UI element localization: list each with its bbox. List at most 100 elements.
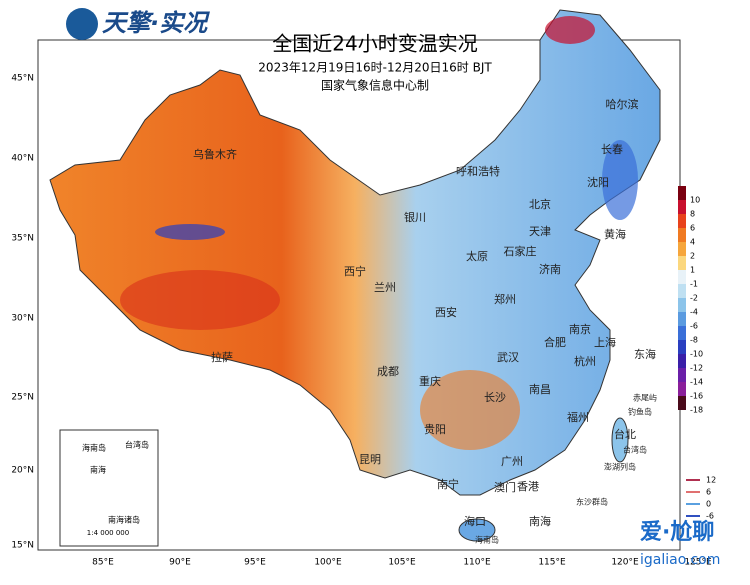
place-label: 济南 <box>539 262 561 276</box>
place-label: 昆明 <box>359 453 381 466</box>
legend-label: 1 <box>690 266 695 275</box>
legend-label: 8 <box>690 210 695 219</box>
lat-label: 20°N <box>11 466 34 476</box>
inset-map <box>59 429 159 547</box>
place-label: 天津 <box>529 225 551 238</box>
place-label: 杭州 <box>574 354 596 368</box>
place-label: 南京 <box>569 322 591 336</box>
place-label: 东沙群岛 <box>576 497 608 507</box>
legend-swatch <box>678 340 686 354</box>
lat-label: 15°N <box>11 541 34 551</box>
inset-label: 南海 <box>90 465 106 475</box>
place-label: 乌鲁木齐 <box>193 147 237 161</box>
contour-label: 0 <box>706 500 711 509</box>
lat-label: 25°N <box>11 393 34 403</box>
legend-label: -10 <box>690 350 703 359</box>
legend-label: 10 <box>690 196 700 205</box>
legend-label: -6 <box>690 322 698 331</box>
lon-label: 115°E <box>538 558 566 568</box>
lat-label: 30°N <box>11 314 34 324</box>
place-label: 合肥 <box>544 335 566 349</box>
legend-label: -1 <box>690 280 698 289</box>
taiwan <box>611 417 629 463</box>
logo: 天擎·实况 <box>102 9 210 37</box>
watermark-url: igaliao.com <box>640 552 720 568</box>
lon-label: 120°E <box>611 558 639 568</box>
legend-swatch <box>678 284 686 298</box>
legend-label: -8 <box>690 336 698 345</box>
lon-label: 85°E <box>92 558 114 568</box>
place-label: 澳门 <box>494 480 516 494</box>
legend-swatch <box>678 200 686 214</box>
legend-label: 6 <box>690 224 695 233</box>
legend-swatch <box>678 242 686 256</box>
warm-area <box>545 16 595 44</box>
logo-icon <box>66 8 98 40</box>
place-label: 西宁 <box>344 264 366 278</box>
inset-label: 海南岛 <box>82 443 106 453</box>
place-label: 上海 <box>594 335 616 349</box>
inset-scale: 1:4 000 000 <box>87 529 129 537</box>
lon-label: 95°E <box>244 558 266 568</box>
place-label: 重庆 <box>419 374 441 388</box>
lat-label: 40°N <box>11 154 34 164</box>
place-label: 拉萨 <box>211 350 233 364</box>
contour-label: -6 <box>706 512 714 521</box>
legend-swatch <box>678 270 686 284</box>
place-label: 钓鱼岛 <box>628 407 652 417</box>
place-label: 长沙 <box>484 391 506 404</box>
legend-swatch <box>678 312 686 326</box>
place-label: 南宁 <box>437 477 459 491</box>
place-label: 南海 <box>529 514 551 528</box>
china-outline <box>49 9 661 496</box>
legend-label: -12 <box>690 364 703 373</box>
legend-swatch <box>678 228 686 242</box>
place-label: 哈尔滨 <box>606 97 639 111</box>
contour-label: 6 <box>706 488 711 497</box>
legend-swatch <box>678 382 686 396</box>
place-label: 台湾岛 <box>623 445 647 455</box>
lat-label: 35°N <box>11 234 34 244</box>
place-label: 福州 <box>567 410 589 424</box>
watermark-brand: 爱·尬聊 <box>640 519 714 545</box>
lon-label: 110°E <box>463 558 491 568</box>
place-label: 黄海 <box>604 227 626 241</box>
place-label: 贵阳 <box>424 423 446 436</box>
legend-swatch <box>678 354 686 368</box>
place-label: 北京 <box>529 197 551 211</box>
place-label: 澎湖列岛 <box>604 462 636 472</box>
warm-area <box>420 370 520 450</box>
place-label: 武汉 <box>497 351 519 364</box>
place-label: 海南岛 <box>475 535 499 545</box>
legend-swatch <box>678 186 686 200</box>
place-label: 广州 <box>501 455 523 468</box>
title: 全国近24小时变温实况 <box>272 32 477 56</box>
cold-area <box>602 140 638 220</box>
place-label: 银川 <box>404 210 426 224</box>
lat-label: 45°N <box>11 74 34 84</box>
place-label: 长春 <box>601 143 623 156</box>
place-label: 呼和浩特 <box>456 164 500 178</box>
lon-label: 90°E <box>169 558 191 568</box>
place-label: 台北 <box>614 427 636 441</box>
place-label: 郑州 <box>494 292 516 306</box>
legend-label: -4 <box>690 308 698 317</box>
legend-label: -14 <box>690 378 703 387</box>
place-label: 兰州 <box>374 281 396 294</box>
place-label: 东海 <box>634 347 656 361</box>
legend-label: -16 <box>690 392 703 401</box>
cold-area <box>155 224 225 240</box>
place-label: 太原 <box>466 250 488 263</box>
hainan <box>458 518 496 542</box>
contour-label: 12 <box>706 476 716 485</box>
legend-swatch <box>678 368 686 382</box>
legend-swatch <box>678 298 686 312</box>
legend-swatch <box>678 396 686 410</box>
legend-swatch <box>678 214 686 228</box>
place-label: 香港 <box>517 480 539 493</box>
legend-label: 2 <box>690 252 695 261</box>
org: 国家气象信息中心制 <box>321 78 429 93</box>
inset-label: 南海诸岛 <box>108 515 140 525</box>
place-label: 成都 <box>377 365 399 378</box>
